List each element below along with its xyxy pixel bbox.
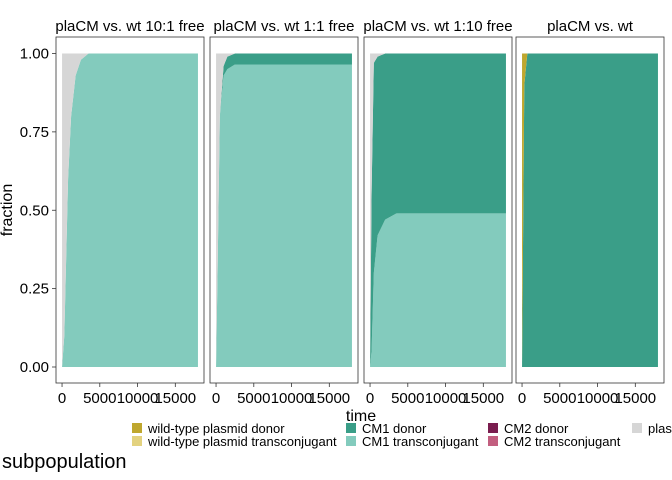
legend-title: subpopulation: [2, 451, 127, 473]
legend-label: plas: [648, 421, 672, 436]
legend-swatch-plasmid-free: [632, 423, 642, 433]
legend-swatch-cm1-tc: [346, 436, 356, 446]
y-tick-label: 0.00: [20, 359, 49, 376]
x-tick-label: 0: [212, 390, 220, 407]
area-cm1-donor: [370, 53, 506, 367]
x-tick-label: 15000: [462, 390, 504, 407]
y-tick-label: 0.25: [20, 281, 49, 298]
legend-label: CM2 transconjugant: [504, 434, 621, 449]
x-tick-label: 0: [366, 390, 374, 407]
legend-label: CM2 donor: [504, 421, 569, 436]
legend-swatch-wt-donor: [132, 423, 142, 433]
panel-border: [209, 36, 359, 384]
x-tick-label: 10000: [117, 390, 159, 407]
legend-label: CM1 transconjugant: [362, 434, 479, 449]
panel-title: plaCM vs. wt 1:10 free: [363, 18, 512, 35]
legend-swatch-cm2-tc: [488, 436, 498, 446]
legend-label: wild-type plasmid transconjugant: [147, 434, 337, 449]
legend-swatch-wt-tc: [132, 436, 142, 446]
x-tick-label: 5000: [543, 390, 576, 407]
x-tick-label: 10000: [271, 390, 313, 407]
panel-title: plaCM vs. wt 10:1 free: [55, 18, 204, 35]
area-cm1-tc: [216, 64, 352, 367]
x-tick-label: 0: [58, 390, 66, 407]
x-axis-label: time: [346, 408, 376, 425]
x-tick-label: 5000: [391, 390, 424, 407]
y-tick-label: 0.75: [20, 124, 49, 141]
legend-swatch-cm1-donor: [346, 423, 356, 433]
y-axis: 0.00 0.25 0.50 0.75 1.00: [20, 46, 56, 376]
y-tick-label: 1.00: [20, 46, 49, 63]
area-cm1-tc: [370, 213, 506, 367]
legend-swatch-cm2-donor: [488, 423, 498, 433]
x-tick-label: 15000: [154, 390, 196, 407]
panel-border: [363, 36, 513, 384]
x-tick-label: 15000: [308, 390, 350, 407]
x-tick-label: 0: [518, 390, 526, 407]
y-tick-label: 0.50: [20, 202, 49, 219]
area-cm1-donor: [522, 53, 658, 367]
legend-label: wild-type plasmid donor: [147, 421, 285, 436]
x-tick-label: 5000: [237, 390, 270, 407]
panel-title: plaCM vs. wt: [547, 18, 634, 35]
x-tick-label: 10000: [577, 390, 619, 407]
legend: subpopulation wild-type plasmid donorwil…: [2, 421, 672, 473]
legend-label: CM1 donor: [362, 421, 427, 436]
y-axis-label: fraction: [0, 184, 16, 236]
area-cm1-tc: [62, 53, 198, 367]
panel-title: plaCM vs. wt 1:1 free: [214, 18, 355, 35]
panel-border: [515, 36, 665, 384]
x-tick-label: 5000: [83, 390, 116, 407]
x-tick-label: 10000: [425, 390, 467, 407]
x-tick-label: 15000: [614, 390, 656, 407]
